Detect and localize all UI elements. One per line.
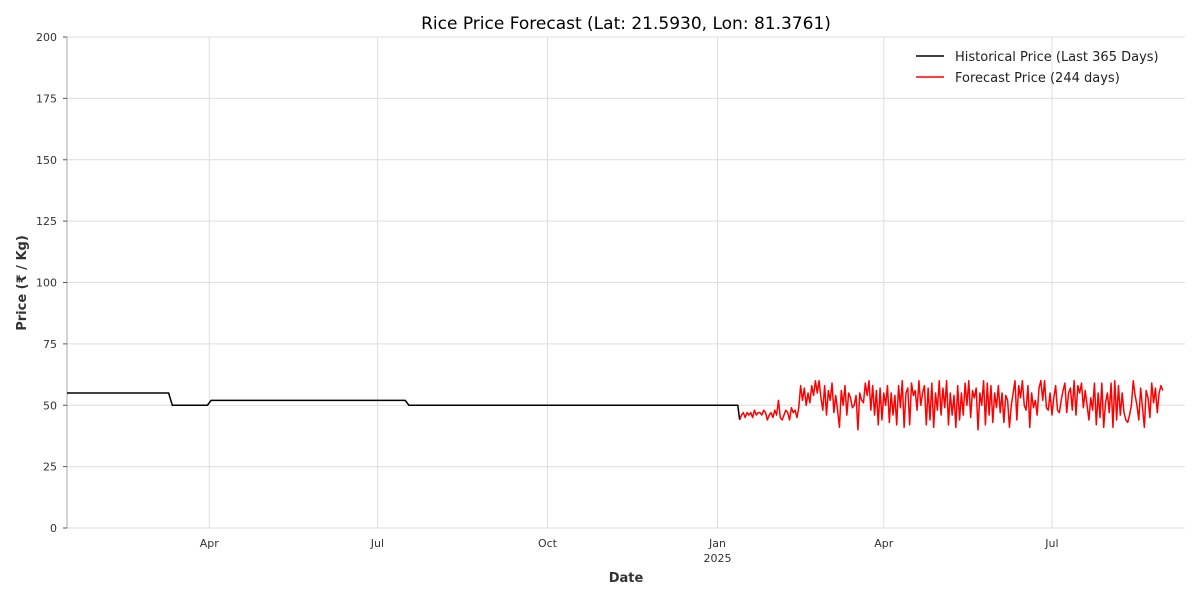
- x-tick-label: Jan: [708, 537, 726, 550]
- y-tick-label: 0: [50, 522, 57, 535]
- y-tick-label: 75: [43, 338, 57, 351]
- x-tick-label: Apr: [874, 537, 894, 550]
- legend-label-forecast: Forecast Price (244 days): [955, 71, 1120, 86]
- x-tick-label: Jul: [1044, 537, 1058, 550]
- historical-price-line: [67, 392, 741, 421]
- x-tick-label: Jul: [370, 537, 384, 550]
- y-tick-label: 200: [36, 31, 57, 44]
- y-tick-label: 100: [36, 277, 57, 290]
- x-tick-sublabel: 2025: [703, 552, 731, 565]
- y-tick-label: 125: [36, 215, 57, 228]
- series-group: [67, 379, 1164, 431]
- chart-title: Rice Price Forecast (Lat: 21.5930, Lon: …: [421, 14, 831, 34]
- x-axis-label: Date: [609, 571, 644, 586]
- x-tick-label: Oct: [538, 537, 558, 550]
- y-axis-label: Price (₹ / Kg): [15, 235, 30, 331]
- y-tick-label: 25: [43, 461, 57, 474]
- legend: Historical Price (Last 365 Days) Forecas…: [916, 50, 1159, 86]
- tick-labels: 0 25 50 75 100 125 150 175 200 Apr Jul Oct Jan 2025 Ap…: [36, 31, 1059, 565]
- y-tick-label: 175: [36, 92, 57, 105]
- axes: [63, 36, 68, 529]
- legend-label-historical: Historical Price (Last 365 Days): [955, 50, 1159, 65]
- x-tick-label: Apr: [200, 537, 220, 550]
- y-tick-label: 50: [43, 399, 57, 412]
- forecast-price-line: [738, 379, 1164, 431]
- y-tick-label: 150: [36, 154, 57, 167]
- grid: [67, 36, 1185, 529]
